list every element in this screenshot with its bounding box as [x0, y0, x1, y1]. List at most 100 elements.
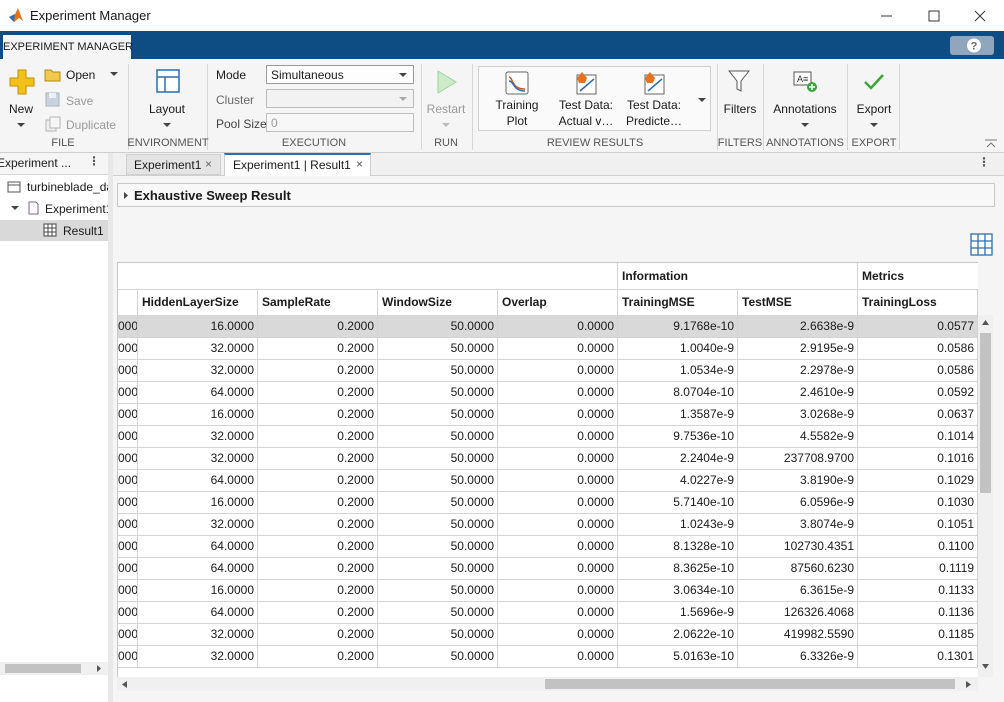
- table-cell: 0.2000: [258, 448, 378, 470]
- gallery-item-label[interactable]: Test Data:: [559, 98, 613, 112]
- table-cell: 0.2000: [258, 360, 378, 382]
- help-button[interactable]: ?: [950, 36, 994, 55]
- table-cell: 0.0000: [498, 470, 618, 492]
- table-cell: 0.1119: [858, 558, 978, 580]
- gallery-item-label[interactable]: Training: [496, 98, 539, 112]
- annotations-button[interactable]: Annotations: [773, 102, 836, 116]
- table-cell: 0.1136: [858, 602, 978, 624]
- table-cell: 0.1029: [858, 470, 978, 492]
- document-tab[interactable]: Experiment1×: [126, 154, 221, 175]
- table-cell: 0.0000: [498, 360, 618, 382]
- horizontal-scrollbar[interactable]: [117, 677, 978, 691]
- export-icon: [863, 72, 885, 92]
- window-title: Experiment Manager: [30, 8, 151, 23]
- table-cell: 50.0000: [378, 360, 498, 382]
- duplicate-button[interactable]: Duplicate: [66, 118, 116, 132]
- group-header: Information: [618, 263, 858, 290]
- layout-button[interactable]: Layout: [149, 102, 185, 116]
- table-cell: 50.0000: [378, 558, 498, 580]
- table-view-icon[interactable]: [970, 233, 993, 256]
- table-cell: 0.2000: [258, 646, 378, 668]
- table-cell: 8.3625e-10: [618, 558, 738, 580]
- gallery-item-label[interactable]: Predicte…: [626, 114, 682, 128]
- table-cell: 9.1768e-10: [618, 316, 738, 338]
- table-cell: 0.2000: [258, 470, 378, 492]
- table-cell: 0.2000: [258, 624, 378, 646]
- duplicate-icon: [45, 116, 61, 132]
- table-cell: 87560.6230: [738, 558, 858, 580]
- table-cell: 1.0243e-9: [618, 514, 738, 536]
- gallery-item-label[interactable]: Plot: [507, 114, 528, 128]
- export-button[interactable]: Export: [857, 102, 892, 116]
- open-button[interactable]: Open: [66, 68, 95, 82]
- document-tab-active[interactable]: Experiment1 | Result1×: [224, 153, 371, 176]
- table-cell: 0.1133: [858, 580, 978, 602]
- table-cell: 1.0534e-9: [618, 360, 738, 382]
- table-cell: 3.0268e-9: [738, 404, 858, 426]
- cluster-select[interactable]: [266, 89, 414, 108]
- results-table: InformationMetricsHiddenLayerSizeSampleR…: [117, 262, 978, 677]
- tab-strip: [0, 31, 1004, 59]
- table-cell: 32.0000: [138, 360, 258, 382]
- table-cell: 0.2000: [258, 492, 378, 514]
- browser-scrollbar[interactable]: [5, 664, 81, 673]
- open-icon: [44, 67, 62, 82]
- tree-item[interactable]: Experiment1: [45, 202, 108, 216]
- filters-button[interactable]: Filters: [724, 102, 757, 116]
- table-cell: 50.0000: [378, 338, 498, 360]
- mode-select[interactable]: Simultaneous: [266, 65, 414, 84]
- toolstrip-tab[interactable]: EXPERIMENT MANAGER: [3, 35, 131, 59]
- table-cell: 64.0000: [138, 558, 258, 580]
- pool-size-label: Pool Size: [216, 117, 267, 131]
- pool-size-input[interactable]: 0: [266, 113, 414, 132]
- table-cell: 32.0000: [138, 426, 258, 448]
- save-button[interactable]: Save: [66, 94, 93, 108]
- tree-item[interactable]: turbineblade_da: [27, 180, 108, 194]
- table-cell: 419982.5590: [738, 624, 858, 646]
- table-cell: 0.0000: [498, 536, 618, 558]
- table-cell: 16.0000: [138, 404, 258, 426]
- table-cell: 000: [118, 382, 138, 404]
- table-cell: 2.9195e-9: [738, 338, 858, 360]
- column-header[interactable]: Overlap: [498, 290, 618, 316]
- gallery-item-label[interactable]: Actual v…: [559, 114, 614, 128]
- table-cell: 64.0000: [138, 536, 258, 558]
- table-cell: 000: [118, 338, 138, 360]
- table-cell: 102730.4351: [738, 536, 858, 558]
- vertical-scrollbar[interactable]: [978, 315, 993, 677]
- table-cell: 32.0000: [138, 646, 258, 668]
- table-cell: 000: [118, 448, 138, 470]
- tree-item[interactable]: Result1: [63, 224, 104, 238]
- collapse-toolstrip[interactable]: [984, 138, 998, 148]
- app-icon: [8, 7, 24, 23]
- new-button[interactable]: New: [9, 102, 33, 116]
- table-cell: 0.2000: [258, 404, 378, 426]
- table-cell: 64.0000: [138, 382, 258, 404]
- table-cell: 0.1100: [858, 536, 978, 558]
- sweep-panel-header[interactable]: Exhaustive Sweep Result: [117, 183, 995, 207]
- table-cell: 64.0000: [138, 602, 258, 624]
- gallery-item-label[interactable]: Test Data:: [627, 98, 681, 112]
- column-header[interactable]: HiddenLayerSize: [138, 290, 258, 316]
- cluster-label: Cluster: [216, 93, 254, 107]
- table-cell: 0.0000: [498, 646, 618, 668]
- column-header[interactable]: WindowSize: [378, 290, 498, 316]
- column-header[interactable]: SampleRate: [258, 290, 378, 316]
- table-cell: 0.2000: [258, 558, 378, 580]
- column-header[interactable]: TrainingLoss: [858, 290, 978, 316]
- table-cell: 0.0637: [858, 404, 978, 426]
- column-header[interactable]: TrainingMSE: [618, 290, 738, 316]
- tab-label: Experiment1: [134, 158, 201, 172]
- annotations-icon: A≡: [793, 70, 819, 94]
- restart-icon: [436, 70, 458, 94]
- column-header[interactable]: TestMSE: [738, 290, 858, 316]
- training-plot-icon: [505, 71, 529, 95]
- table-cell: 50.0000: [378, 382, 498, 404]
- table-cell: 000: [118, 470, 138, 492]
- window-controls[interactable]: [878, 6, 998, 26]
- restart-button[interactable]: Restart: [427, 102, 466, 116]
- table-cell: 000: [118, 514, 138, 536]
- section-label: FILTERS: [718, 137, 762, 149]
- column-header-truncated: [118, 290, 138, 316]
- pool-size-value: 0: [271, 116, 278, 130]
